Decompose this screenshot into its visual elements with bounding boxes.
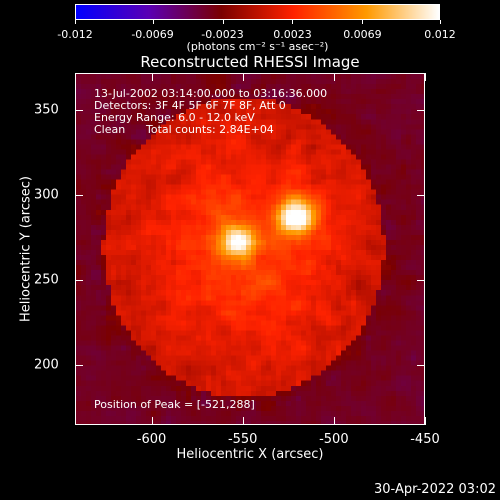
x-tick-mark — [333, 417, 335, 425]
colorbar-tick-label: -0.0023 — [201, 28, 244, 41]
y-tick-mark — [75, 195, 83, 197]
x-tick-label: -450 — [410, 432, 440, 447]
y-tick-mark — [417, 195, 425, 197]
x-tick-label: -500 — [319, 432, 349, 447]
x-tick-mark — [333, 73, 335, 81]
chart-title: Reconstructed RHESSI Image — [140, 53, 360, 71]
heatmap-image — [76, 74, 424, 424]
x-axis-label: Heliocentric X (arcsec) — [176, 447, 324, 462]
x-tick-mark — [425, 417, 426, 425]
plot-area: 13-Jul-2002 03:14:00.000 to 03:16:36.000… — [75, 73, 425, 425]
annotation-time-range: 13-Jul-2002 03:14:00.000 to 03:16:36.000 — [94, 87, 328, 100]
colorbar-tick-mark — [75, 20, 76, 24]
colorbar-tick-mark — [222, 20, 224, 24]
y-tick-mark — [75, 365, 83, 367]
x-tick-mark — [151, 417, 153, 425]
x-tick-mark — [425, 73, 426, 81]
colorbar-tick-mark — [440, 20, 441, 24]
annotation-counts: Total counts: 2.84E+04 — [146, 123, 274, 136]
y-tick-mark — [417, 365, 425, 367]
x-tick-mark — [151, 73, 153, 81]
y-tick-label: 250 — [34, 272, 59, 288]
colorbar-tick-label: 0.0023 — [273, 28, 312, 41]
y-tick-label: 350 — [34, 102, 59, 118]
colorbar-units-label: (photons cm⁻² s⁻¹ asec⁻²) — [186, 40, 329, 53]
y-tick-mark — [417, 280, 425, 282]
y-axis-label: Heliocentric Y (arcsec) — [18, 176, 34, 322]
annotation-algorithm: Clean — [94, 123, 126, 136]
colorbar-gradient — [75, 4, 440, 20]
colorbar-tick-label: -0.012 — [57, 28, 93, 41]
annotation-detectors: Detectors: 3F 4F 5F 6F 7F 8F, Att 0 — [94, 99, 286, 112]
y-tick-mark — [417, 110, 425, 112]
annotation-peak-position: Position of Peak = [-521,288] — [94, 398, 255, 411]
y-tick-label: 200 — [34, 357, 59, 373]
y-tick-mark — [75, 280, 83, 282]
y-tick-mark — [75, 110, 83, 112]
colorbar-tick-mark — [362, 20, 364, 24]
x-tick-label: -600 — [136, 432, 167, 447]
render-timestamp: 30-Apr-2022 03:02 — [374, 482, 496, 497]
colorbar-tick-label: -0.0069 — [131, 28, 174, 41]
x-tick-mark — [242, 417, 244, 425]
x-tick-label: -550 — [227, 432, 258, 447]
y-tick-label: 300 — [34, 187, 59, 203]
colorbar-tick-mark — [152, 20, 154, 24]
x-tick-mark — [242, 73, 244, 81]
colorbar-tick-label: 0.0069 — [343, 28, 382, 41]
colorbar-tick-label: 0.012 — [424, 28, 456, 41]
annotation-energy: Energy Range: 6.0 - 12.0 keV — [94, 111, 255, 124]
colorbar-tick-mark — [292, 20, 294, 24]
